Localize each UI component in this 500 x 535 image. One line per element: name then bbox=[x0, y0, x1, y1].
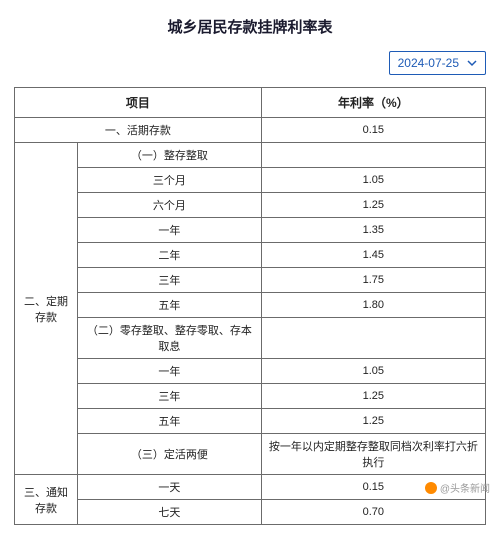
empty-cell bbox=[261, 143, 485, 168]
date-picker-row: 2024-07-25 bbox=[14, 51, 486, 75]
rate-value: 1.05 bbox=[261, 168, 485, 193]
date-picker[interactable]: 2024-07-25 bbox=[389, 51, 486, 75]
table-header-row: 项目 年利率（%） bbox=[15, 88, 486, 118]
col-item: 项目 bbox=[15, 88, 262, 118]
rates-table: 项目 年利率（%） 一、活期存款 0.15 二、定期存款 （一）整存整取 三个月… bbox=[14, 87, 486, 525]
term-label: 二年 bbox=[78, 243, 262, 268]
table-row: 三个月 1.05 bbox=[15, 168, 486, 193]
table-row: 一年 1.05 bbox=[15, 359, 486, 384]
section-time-deposit-label: 二、定期存款 bbox=[15, 143, 78, 475]
rate-value: 1.25 bbox=[261, 384, 485, 409]
term-label: 三个月 bbox=[78, 168, 262, 193]
term-label: 六个月 bbox=[78, 193, 262, 218]
rate-value: 1.80 bbox=[261, 293, 485, 318]
table-row: 五年 1.25 bbox=[15, 409, 486, 434]
page-container: 城乡居民存款挂牌利率表 2024-07-25 项目 年利率（%） 一、活期存款 … bbox=[0, 0, 500, 535]
table-row: 七天 0.70 bbox=[15, 500, 486, 525]
term-label: 一年 bbox=[78, 359, 262, 384]
group-c-row: （三）定活两便 按一年以内定期整存整取同档次利率打六折执行 bbox=[15, 434, 486, 475]
group-c-label: （三）定活两便 bbox=[78, 434, 262, 475]
table-row: 二年 1.45 bbox=[15, 243, 486, 268]
group-a-label: （一）整存整取 bbox=[78, 143, 262, 168]
date-picker-value: 2024-07-25 bbox=[398, 56, 459, 70]
term-label: 五年 bbox=[78, 293, 262, 318]
group-c-note: 按一年以内定期整存整取同档次利率打六折执行 bbox=[261, 434, 485, 475]
rate-value: 1.25 bbox=[261, 193, 485, 218]
term-label: 三年 bbox=[78, 268, 262, 293]
empty-cell bbox=[261, 318, 485, 359]
table-row: 三年 1.25 bbox=[15, 384, 486, 409]
rate-value: 1.45 bbox=[261, 243, 485, 268]
rate-value: 1.75 bbox=[261, 268, 485, 293]
table-row: 五年 1.80 bbox=[15, 293, 486, 318]
rate-value: 1.25 bbox=[261, 409, 485, 434]
group-a-header-row: 二、定期存款 （一）整存整取 bbox=[15, 143, 486, 168]
rate-value: 0.15 bbox=[261, 118, 485, 143]
table-row: 三年 1.75 bbox=[15, 268, 486, 293]
term-label: 一年 bbox=[78, 218, 262, 243]
col-rate: 年利率（%） bbox=[261, 88, 485, 118]
group-b-label: （二）零存整取、整存零取、存本取息 bbox=[78, 318, 262, 359]
watermark-text: @头条新闻 bbox=[440, 480, 490, 495]
rate-value: 0.70 bbox=[261, 500, 485, 525]
section-label: 一、活期存款 bbox=[15, 118, 262, 143]
page-title: 城乡居民存款挂牌利率表 bbox=[14, 16, 486, 37]
group-b-header-row: （二）零存整取、整存零取、存本取息 bbox=[15, 318, 486, 359]
term-label: 一天 bbox=[78, 475, 262, 500]
term-label: 七天 bbox=[78, 500, 262, 525]
rate-value: 1.35 bbox=[261, 218, 485, 243]
term-label: 三年 bbox=[78, 384, 262, 409]
watermark: @头条新闻 bbox=[425, 480, 490, 495]
section-call-deposit-label: 三、通知存款 bbox=[15, 475, 78, 525]
table-row: 六个月 1.25 bbox=[15, 193, 486, 218]
chevron-down-icon bbox=[467, 58, 477, 68]
rate-value: 1.05 bbox=[261, 359, 485, 384]
table-row: 三、通知存款 一天 0.15 bbox=[15, 475, 486, 500]
section-demand-deposit: 一、活期存款 0.15 bbox=[15, 118, 486, 143]
weibo-icon bbox=[425, 482, 437, 494]
term-label: 五年 bbox=[78, 409, 262, 434]
table-row: 一年 1.35 bbox=[15, 218, 486, 243]
